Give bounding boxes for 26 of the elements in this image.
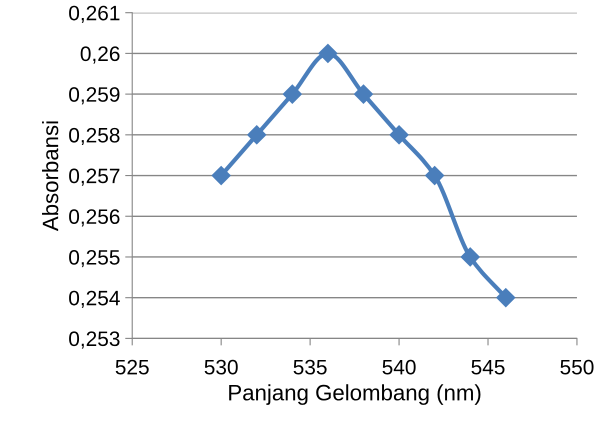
point bbox=[496, 288, 516, 308]
y-tick-label: 0,257 bbox=[69, 168, 120, 186]
x-tick-label: 545 bbox=[471, 360, 505, 375]
y-tick-label: 0,254 bbox=[69, 290, 120, 308]
point bbox=[460, 247, 480, 267]
y-tick-label: 0,258 bbox=[69, 128, 120, 146]
x-tick-label: 530 bbox=[204, 360, 238, 375]
point bbox=[318, 44, 338, 63]
point bbox=[354, 84, 374, 104]
x-tick-label: 525 bbox=[116, 360, 149, 375]
point bbox=[390, 125, 409, 144]
x-tick-label: 535 bbox=[294, 360, 327, 375]
point bbox=[282, 84, 302, 104]
y-tick-label: 0,261 bbox=[69, 6, 120, 23]
y-tick-label: 0,259 bbox=[69, 87, 120, 104]
point bbox=[425, 166, 444, 186]
x-axis-title: Panjang Gelombang (nm) bbox=[229, 384, 480, 405]
y-axis-title: Absorbansi bbox=[42, 121, 58, 232]
point bbox=[212, 166, 231, 186]
y-tick-label: 0,26 bbox=[80, 46, 120, 64]
x-tick-label: 540 bbox=[382, 360, 416, 375]
y-tick-label: 0,255 bbox=[69, 250, 120, 268]
point bbox=[247, 125, 266, 144]
y-tick-label: 0,253 bbox=[69, 331, 120, 349]
y-tick-label: 0,256 bbox=[69, 209, 120, 226]
x-tick-label: 550 bbox=[560, 360, 594, 375]
